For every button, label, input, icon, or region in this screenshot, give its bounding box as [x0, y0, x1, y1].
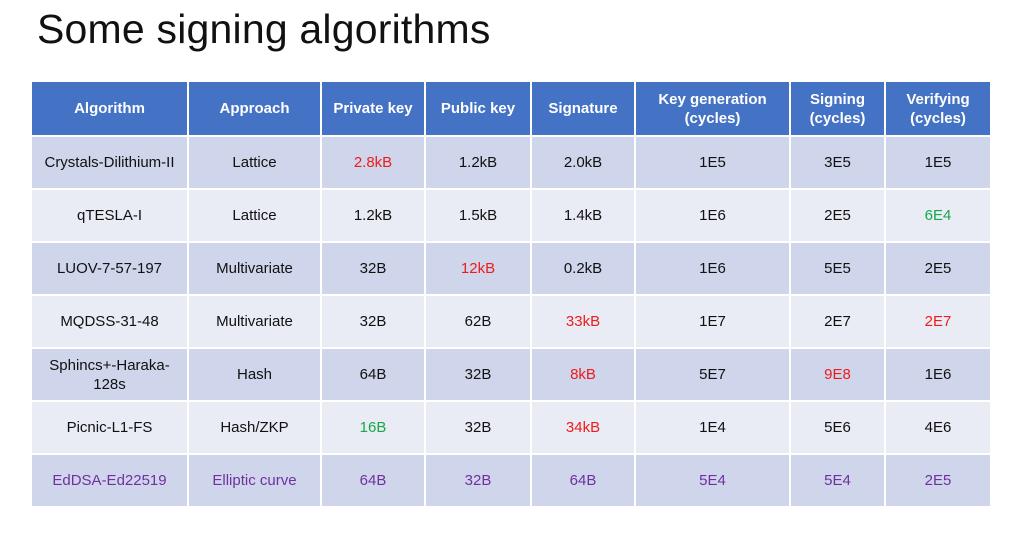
cell-signature: 64B: [530, 453, 636, 508]
header-approach: Approach: [187, 80, 322, 137]
cell-key-generation: 1E4: [634, 400, 791, 455]
cell-signing: 9E8: [789, 347, 886, 402]
cell-public-key: 1.5kB: [424, 188, 532, 243]
cell-key-generation: 1E6: [634, 188, 791, 243]
cell-approach: Lattice: [187, 135, 322, 190]
cell-algorithm: qTESLA-I: [30, 188, 189, 243]
table-row: Crystals-Dilithium-II Lattice 2.8kB 1.2k…: [30, 135, 992, 190]
cell-key-generation: 5E7: [634, 347, 791, 402]
cell-signing: 5E6: [789, 400, 886, 455]
cell-public-key: 12kB: [424, 241, 532, 296]
cell-signature: 33kB: [530, 294, 636, 349]
cell-signature: 8kB: [530, 347, 636, 402]
cell-algorithm: LUOV-7-57-197: [30, 241, 189, 296]
table-row: MQDSS-31-48 Multivariate 32B 62B 33kB 1E…: [30, 294, 992, 349]
cell-public-key: 62B: [424, 294, 532, 349]
cell-signing: 3E5: [789, 135, 886, 190]
cell-public-key: 32B: [424, 400, 532, 455]
cell-public-key: 32B: [424, 453, 532, 508]
cell-algorithm: Crystals-Dilithium-II: [30, 135, 189, 190]
cell-signature: 34kB: [530, 400, 636, 455]
cell-private-key: 32B: [320, 241, 426, 296]
cell-algorithm: MQDSS-31-48: [30, 294, 189, 349]
cell-verifying: 1E6: [884, 347, 992, 402]
cell-verifying: 2E5: [884, 241, 992, 296]
cell-approach: Multivariate: [187, 294, 322, 349]
signing-algorithms-table: Algorithm Approach Private key Public ke…: [30, 80, 992, 508]
cell-public-key: 1.2kB: [424, 135, 532, 190]
cell-approach: Hash: [187, 347, 322, 402]
cell-private-key: 64B: [320, 347, 426, 402]
cell-signature: 1.4kB: [530, 188, 636, 243]
cell-signing: 5E5: [789, 241, 886, 296]
cell-private-key: 32B: [320, 294, 426, 349]
table-header-row: Algorithm Approach Private key Public ke…: [30, 80, 992, 137]
header-signature: Signature: [530, 80, 636, 137]
cell-verifying: 2E7: [884, 294, 992, 349]
cell-verifying: 1E5: [884, 135, 992, 190]
cell-signing: 2E5: [789, 188, 886, 243]
cell-approach: Multivariate: [187, 241, 322, 296]
cell-private-key: 2.8kB: [320, 135, 426, 190]
cell-private-key: 1.2kB: [320, 188, 426, 243]
table-row: Picnic-L1-FS Hash/ZKP 16B 32B 34kB 1E4 5…: [30, 400, 992, 455]
header-public-key: Public key: [424, 80, 532, 137]
header-key-generation: Key generation (cycles): [634, 80, 791, 137]
cell-signing: 5E4: [789, 453, 886, 508]
header-verifying: Verifying (cycles): [884, 80, 992, 137]
cell-algorithm: Sphincs+-Haraka-128s: [30, 347, 189, 402]
cell-verifying: 6E4: [884, 188, 992, 243]
cell-private-key: 16B: [320, 400, 426, 455]
table-row: EdDSA-Ed22519 Elliptic curve 64B 32B 64B…: [30, 453, 992, 508]
cell-approach: Hash/ZKP: [187, 400, 322, 455]
cell-signature: 0.2kB: [530, 241, 636, 296]
cell-key-generation: 1E6: [634, 241, 791, 296]
table-row: Sphincs+-Haraka-128s Hash 64B 32B 8kB 5E…: [30, 347, 992, 402]
cell-approach: Elliptic curve: [187, 453, 322, 508]
cell-verifying: 4E6: [884, 400, 992, 455]
table-row: LUOV-7-57-197 Multivariate 32B 12kB 0.2k…: [30, 241, 992, 296]
cell-public-key: 32B: [424, 347, 532, 402]
cell-algorithm: Picnic-L1-FS: [30, 400, 189, 455]
table-row: qTESLA-I Lattice 1.2kB 1.5kB 1.4kB 1E6 2…: [30, 188, 992, 243]
slide-title: Some signing algorithms: [37, 6, 491, 52]
header-private-key: Private key: [320, 80, 426, 137]
cell-verifying: 2E5: [884, 453, 992, 508]
cell-algorithm: EdDSA-Ed22519: [30, 453, 189, 508]
header-algorithm: Algorithm: [30, 80, 189, 137]
cell-private-key: 64B: [320, 453, 426, 508]
cell-signature: 2.0kB: [530, 135, 636, 190]
cell-key-generation: 1E7: [634, 294, 791, 349]
cell-signing: 2E7: [789, 294, 886, 349]
cell-key-generation: 5E4: [634, 453, 791, 508]
cell-key-generation: 1E5: [634, 135, 791, 190]
cell-approach: Lattice: [187, 188, 322, 243]
header-signing: Signing (cycles): [789, 80, 886, 137]
